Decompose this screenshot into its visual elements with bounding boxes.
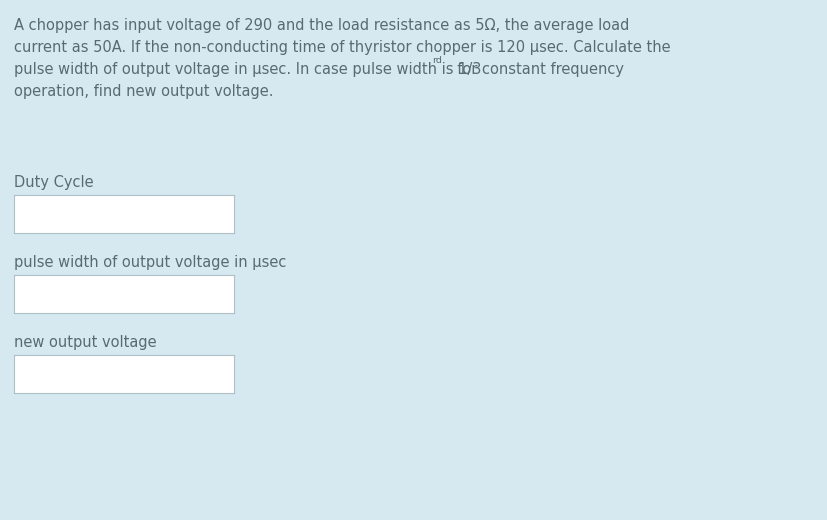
Text: operation, find new output voltage.: operation, find new output voltage. xyxy=(14,84,273,99)
Text: pulse width of output voltage in μsec. In case pulse width is 1/3: pulse width of output voltage in μsec. I… xyxy=(14,62,480,77)
Text: pulse width of output voltage in μsec: pulse width of output voltage in μsec xyxy=(14,255,286,270)
Text: new output voltage: new output voltage xyxy=(14,335,156,350)
Text: for constant frequency: for constant frequency xyxy=(447,62,624,77)
Text: rd: rd xyxy=(432,56,442,65)
Text: Duty Cycle: Duty Cycle xyxy=(14,175,93,190)
Text: current as 50A. If the non-conducting time of thyristor chopper is 120 μsec. Cal: current as 50A. If the non-conducting ti… xyxy=(14,40,670,55)
Text: A chopper has input voltage of 290 and the load resistance as 5Ω, the average lo: A chopper has input voltage of 290 and t… xyxy=(14,18,629,33)
